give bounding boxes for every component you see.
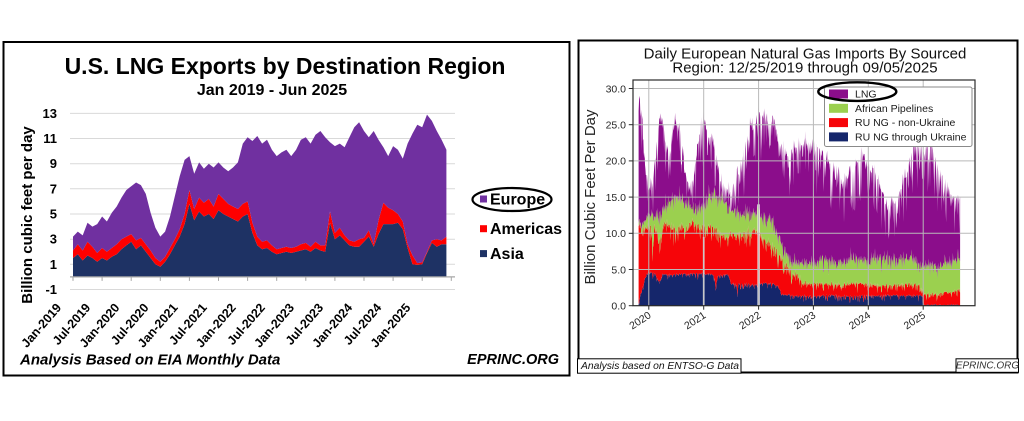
svg-text:3: 3 (50, 232, 57, 247)
svg-text:Billion Cubic Feet Per Day: Billion Cubic Feet Per Day (582, 109, 599, 285)
svg-text:Asia: Asia (490, 246, 524, 263)
svg-text:11: 11 (43, 131, 57, 146)
svg-text:Americas: Americas (490, 221, 562, 238)
svg-text:7: 7 (50, 181, 57, 196)
svg-text:5.0: 5.0 (611, 264, 626, 276)
svg-text:Analysis based on ENTSO-G Data: Analysis based on ENTSO-G Data (580, 361, 739, 372)
svg-text:-1: -1 (45, 282, 57, 297)
svg-text:0.0: 0.0 (611, 301, 626, 313)
svg-text:25.0: 25.0 (606, 120, 627, 132)
svg-text:RU NG through Ukraine: RU NG through Ukraine (855, 131, 967, 143)
svg-text:5: 5 (50, 207, 57, 222)
svg-text:RU NG - non-Ukraine: RU NG - non-Ukraine (855, 117, 956, 129)
svg-text:U.S. LNG Exports by Destinatio: U.S. LNG Exports by Destination Region (65, 53, 506, 79)
svg-text:1: 1 (50, 257, 57, 272)
svg-text:15.0: 15.0 (606, 192, 627, 204)
svg-text:Billion cubic feet per day: Billion cubic feet per day (19, 126, 36, 304)
svg-text:Jan 2019 - Jun 2025: Jan 2019 - Jun 2025 (197, 82, 347, 99)
svg-text:Analysis Based on EIA Monthly: Analysis Based on EIA Monthly Data (19, 352, 280, 369)
svg-text:10.0: 10.0 (606, 228, 627, 240)
svg-text:LNG: LNG (855, 89, 877, 101)
svg-text:Daily European Natural Gas Imp: Daily European Natural Gas Imports By So… (644, 46, 967, 63)
svg-text:EPRINC.ORG: EPRINC.ORG (467, 352, 559, 368)
svg-text:Europe: Europe (490, 192, 545, 209)
svg-text:20.0: 20.0 (606, 156, 627, 168)
svg-text:Region: 12/25/2019 through 09/: Region: 12/25/2019 through 09/05/2025 (672, 60, 937, 77)
svg-text:30.0: 30.0 (606, 83, 627, 95)
svg-text:9: 9 (50, 156, 57, 171)
svg-text:EPRINC.ORG: EPRINC.ORG (956, 361, 1020, 372)
svg-text:African Pipelines: African Pipelines (855, 103, 933, 115)
svg-text:13: 13 (43, 106, 57, 121)
